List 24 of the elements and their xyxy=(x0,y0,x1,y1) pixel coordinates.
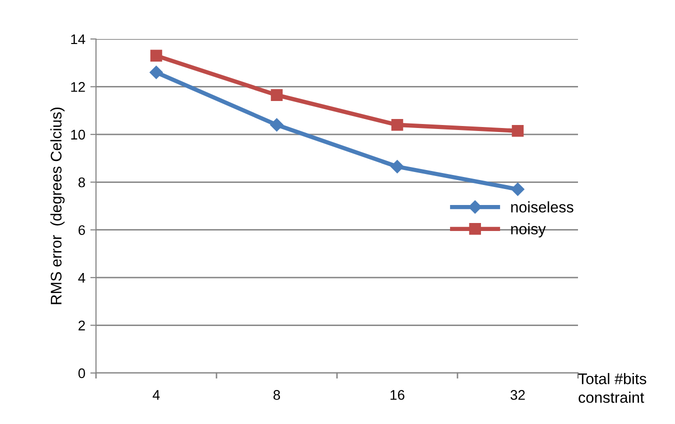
point xyxy=(391,118,404,131)
point xyxy=(511,182,524,196)
point xyxy=(150,50,162,62)
y-tick-label: 0 xyxy=(78,368,86,378)
point xyxy=(150,66,163,79)
y-tick-label: 10 xyxy=(71,130,86,140)
x-tick-label: 8 xyxy=(273,390,280,400)
x-tick-label: 32 xyxy=(510,390,525,400)
x-axis-title: Total #bits constraint xyxy=(578,373,646,403)
point xyxy=(270,118,284,132)
y-tick-label: 4 xyxy=(78,273,86,283)
y-tick-label: 2 xyxy=(78,320,85,330)
y-tick-label: 14 xyxy=(71,34,86,44)
legend-label: noiseless xyxy=(511,201,574,213)
point xyxy=(270,89,283,101)
x-tick-label: 16 xyxy=(390,390,404,400)
y-tick-label: 12 xyxy=(71,82,85,92)
y-tick-label: 8 xyxy=(78,177,85,188)
point xyxy=(512,124,524,137)
legend-label: noisy xyxy=(511,223,546,238)
point xyxy=(390,160,404,174)
y-tick-label: 6 xyxy=(78,225,85,236)
x-tick-label: 4 xyxy=(152,390,160,400)
y-axis-title: RMS error (degrees Celcius) xyxy=(50,108,65,304)
